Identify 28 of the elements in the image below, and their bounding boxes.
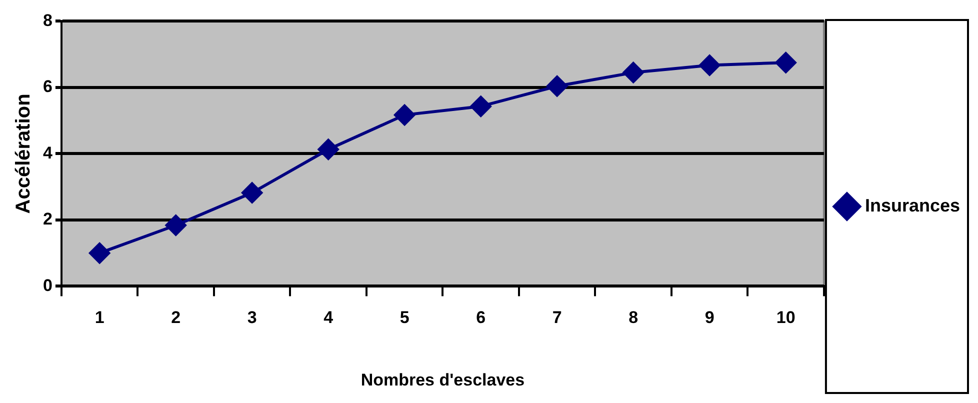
point [699, 54, 720, 76]
x-tick-label: 5 [400, 308, 410, 328]
point [775, 52, 796, 74]
point [165, 214, 186, 236]
y-tick-label: 6 [42, 77, 52, 96]
x-tick-label: 8 [628, 308, 638, 328]
y-tick-label: 2 [42, 210, 52, 229]
x-axis-title: Nombres d'esclaves [360, 370, 525, 390]
x-tick-label: 4 [324, 308, 334, 328]
x-tick-label: 2 [171, 308, 181, 328]
point [622, 62, 644, 84]
x-tick-label: 1 [94, 308, 104, 328]
x-tick-label: 3 [247, 308, 257, 328]
legend-label: Insurances [864, 195, 960, 216]
y-tick-label: 0 [42, 276, 52, 295]
point [470, 96, 492, 117]
point [89, 242, 110, 264]
y-tick-label: 4 [42, 143, 53, 162]
y-tick-label: 8 [42, 10, 52, 30]
x-tick-label: 7 [552, 308, 562, 328]
x-tick-label: 6 [476, 308, 486, 328]
point [242, 182, 263, 204]
point [546, 76, 568, 97]
x-tick-label: 10 [776, 308, 796, 328]
point [318, 138, 339, 160]
x-tick-label: 9 [704, 308, 714, 328]
point [394, 104, 416, 126]
y-axis-title: Accélération [12, 94, 35, 214]
